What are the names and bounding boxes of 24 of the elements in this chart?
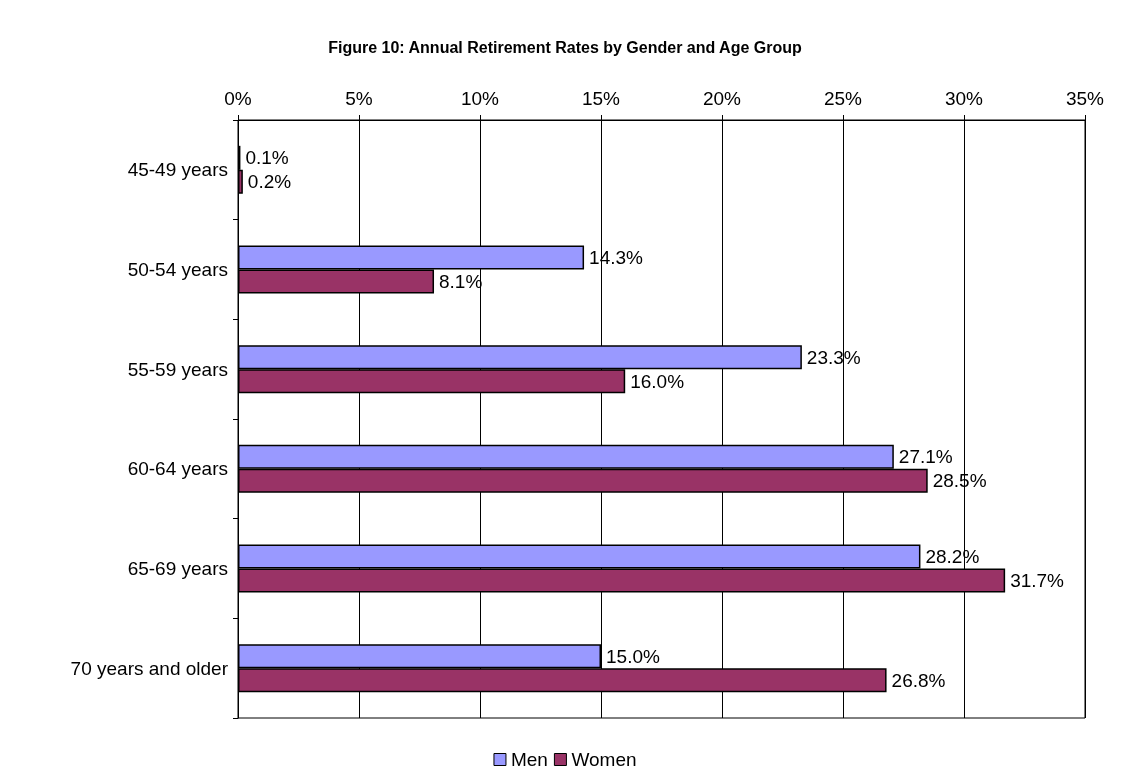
y-tick-label: 65-69 years	[127, 558, 228, 579]
y-tick-label: 50-54 years	[127, 259, 228, 280]
data-label: 15.0%	[606, 645, 660, 667]
x-tick-label: 0%	[224, 88, 252, 109]
x-tick-label: 15%	[581, 88, 621, 109]
y-tick-label: 55-59 years	[127, 358, 228, 380]
x-tick-label: 30%	[944, 88, 984, 109]
legend-label: Men	[510, 749, 548, 770]
x-tick-label: 10%	[460, 88, 500, 109]
data-label: 16.0%	[630, 370, 685, 392]
data-label: 26.8%	[891, 669, 946, 691]
y-tick-label: 45-49 years	[127, 159, 228, 181]
data-label: 0.2%	[247, 171, 292, 193]
data-label: 31.7%	[1010, 570, 1065, 591]
data-label: 27.1%	[898, 446, 953, 468]
x-tick-label: 5%	[345, 88, 373, 109]
y-tick-label: 70 years and older	[70, 657, 229, 679]
data-label: 0.1%	[245, 147, 289, 169]
legend-label: Women	[571, 749, 637, 770]
chart-title: Figure 10: Annual Retirement Rates by Gender and Age Group	[328, 38, 803, 56]
x-tick-label: 25%	[823, 88, 863, 109]
y-tick-label: 60-64 years	[127, 458, 228, 480]
x-tick-label: 20%	[702, 88, 742, 109]
x-tick-label: 35%	[1065, 88, 1105, 109]
